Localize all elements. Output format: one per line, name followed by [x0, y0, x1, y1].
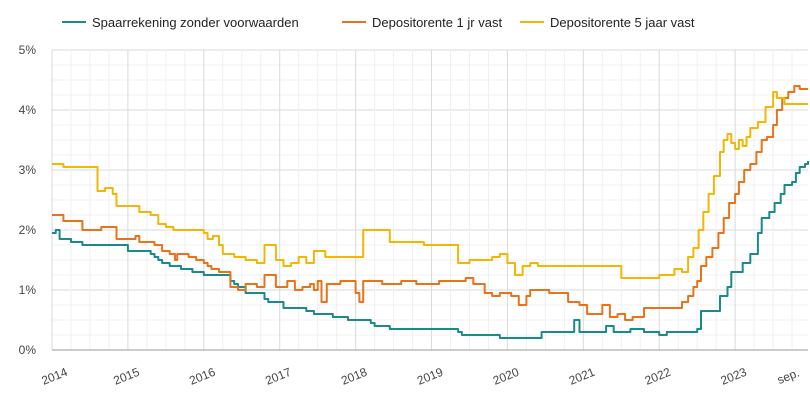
x-tick-label: 2021 — [567, 365, 597, 388]
legend-label: Depositorente 1 jr vast — [372, 15, 502, 30]
y-tick-label: 3% — [19, 163, 37, 177]
legend-label: Depositorente 5 jaar vast — [550, 15, 695, 30]
y-tick-label: 1% — [19, 283, 37, 297]
series-line-2 — [52, 85, 808, 321]
x-tick-label: sep. — [775, 366, 801, 387]
x-tick-label: 2017 — [263, 365, 293, 388]
x-tick-label: 2022 — [643, 365, 673, 388]
x-tick-label: 2019 — [415, 365, 445, 388]
x-tick-label: 2020 — [491, 365, 521, 388]
y-tick-label: 4% — [19, 103, 37, 117]
y-tick-label: 0% — [19, 343, 37, 357]
series-line-3 — [52, 91, 808, 279]
legend-label: Spaarrekening zonder voorwaarden — [92, 15, 299, 30]
x-tick-label: 2018 — [339, 365, 369, 388]
y-tick-label: 5% — [19, 43, 37, 57]
x-tick-label: 2016 — [187, 365, 217, 388]
y-tick-label: 2% — [19, 223, 37, 237]
series-line-1 — [52, 161, 809, 339]
x-tick-label: 2015 — [111, 365, 141, 388]
x-tick-label: 2014 — [39, 365, 69, 388]
x-tick-label: 2023 — [719, 365, 749, 388]
